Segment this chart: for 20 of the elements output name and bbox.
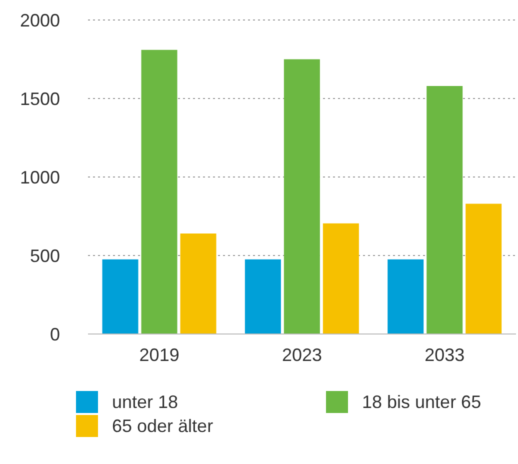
- y-tick-label: 500: [30, 246, 60, 266]
- y-tick-label: 1000: [20, 167, 60, 188]
- y-tick-label: 0: [50, 324, 60, 344]
- y-tick-label: 1500: [20, 88, 60, 109]
- bar: [180, 234, 216, 334]
- y-tick-label: 2000: [20, 10, 60, 30]
- bar: [244, 259, 281, 334]
- x-tick-label: 2019: [139, 344, 180, 365]
- x-tick-label: 2033: [424, 344, 465, 365]
- bar: [284, 59, 320, 334]
- bar: [388, 259, 424, 334]
- bar: [426, 86, 463, 334]
- bar: [102, 259, 138, 334]
- legend-label: 18 bis unter 65: [362, 392, 482, 412]
- legend-label: unter 18: [112, 392, 178, 412]
- x-tick-label: 2023: [282, 344, 322, 365]
- bar: [141, 50, 178, 334]
- legend-label: 65 oder älter: [112, 416, 214, 436]
- bar: [466, 204, 502, 334]
- bar: [322, 223, 359, 334]
